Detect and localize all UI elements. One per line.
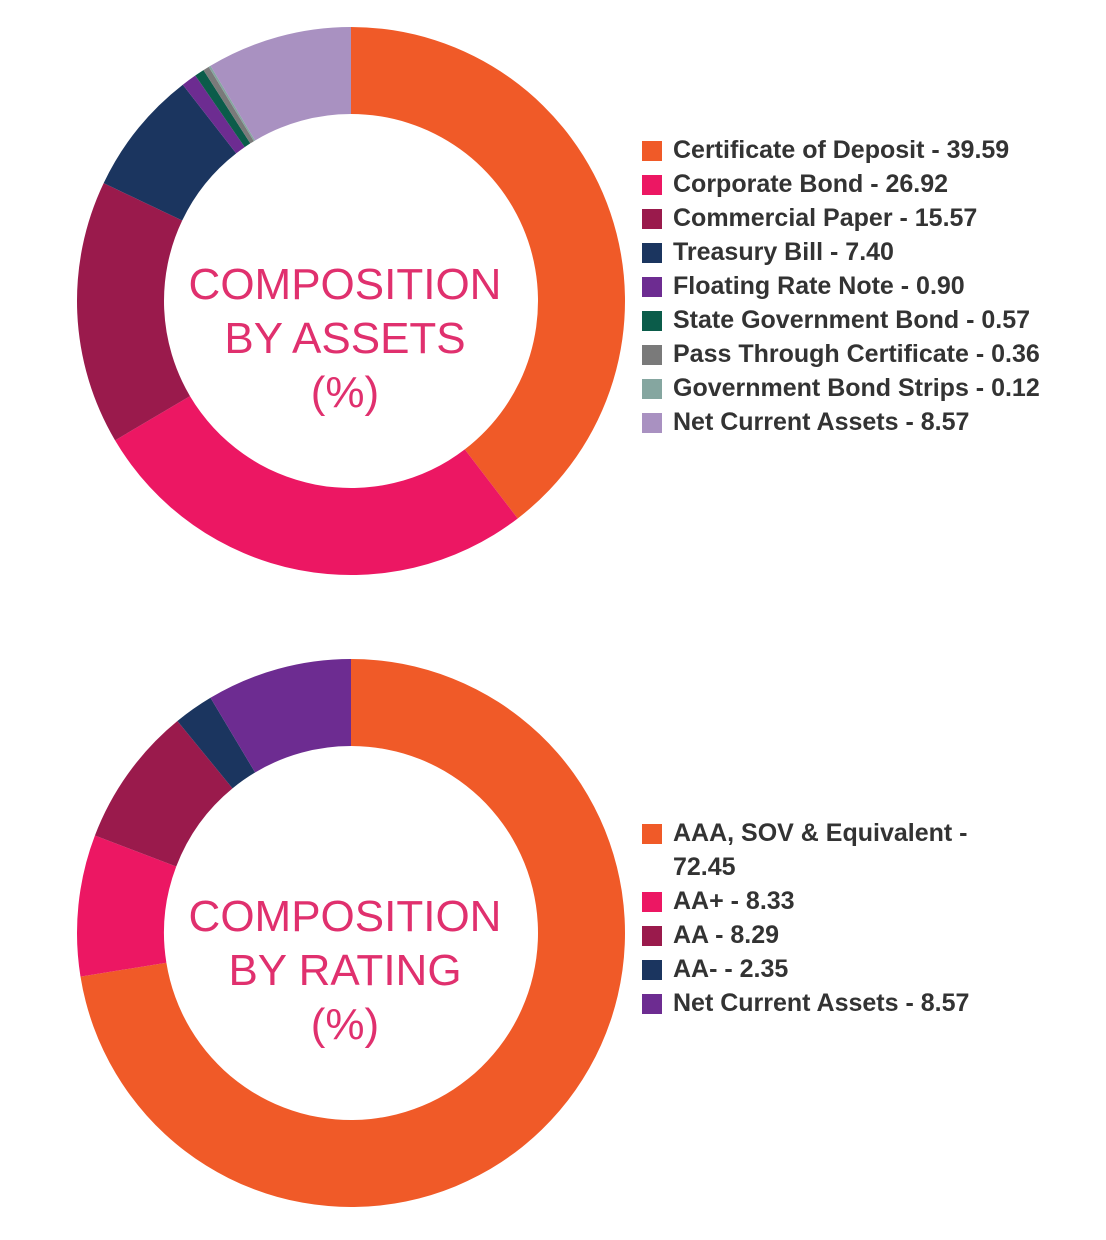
legend-swatch bbox=[642, 311, 662, 331]
legend-swatch bbox=[642, 209, 662, 229]
chart-title-line-1: COMPOSITION bbox=[188, 260, 502, 309]
slice-aa bbox=[94, 721, 233, 867]
legend-item-floating-rate-note: Floating Rate Note - 0.90 bbox=[642, 269, 1082, 303]
legend-swatch bbox=[642, 277, 662, 297]
donut-chart-rating bbox=[77, 659, 626, 1207]
chart-title: COMPOSITION BY RATING (%) bbox=[160, 890, 530, 1052]
legend-item-government-bond-strips: Government Bond Strips - 0.12 bbox=[642, 371, 1082, 405]
legend-item-aa: AA- - 2.35 bbox=[642, 952, 1082, 986]
legend-label: Certificate of Deposit - 39.59 bbox=[673, 136, 1010, 164]
legend-swatch bbox=[642, 175, 662, 195]
slice-floating-rate-note bbox=[182, 75, 245, 154]
legend-item-aa: AA+ - 8.33 bbox=[642, 884, 1082, 918]
legend-item-aa: AA - 8.29 bbox=[642, 918, 1082, 952]
slice-certificate-of-deposit bbox=[351, 27, 625, 519]
slice-pass-through-certificate bbox=[203, 66, 254, 144]
chart-title: COMPOSITION BY ASSETS (%) bbox=[160, 258, 530, 420]
legend-label: Net Current Assets - 8.57 bbox=[673, 408, 970, 436]
legend-item-pass-through-certificate: Pass Through Certificate - 0.36 bbox=[642, 337, 1082, 371]
slice-aaa-sov-equivalent bbox=[80, 659, 626, 1207]
slice-corporate-bond bbox=[115, 396, 518, 575]
chart-title-line-3: (%) bbox=[310, 1000, 380, 1049]
slice-aa bbox=[77, 835, 177, 977]
legend-label: AA+ - 8.33 bbox=[673, 887, 795, 915]
chart-composition-by-assets: COMPOSITION BY ASSETS (%) Certificate of… bbox=[0, 0, 1106, 600]
legend-item-state-government-bond: State Government Bond - 0.57 bbox=[642, 303, 1082, 337]
legend-item-net-current-assets: Net Current Assets - 8.57 bbox=[642, 986, 1082, 1020]
chart-title-line-1: COMPOSITION bbox=[188, 892, 502, 941]
legend-label: Commercial Paper - 15.57 bbox=[673, 204, 978, 232]
legend-label: Corporate Bond - 26.92 bbox=[673, 170, 949, 198]
legend-swatch bbox=[642, 960, 662, 980]
legend-label: AA- - 2.35 bbox=[673, 955, 789, 983]
legend-swatch bbox=[642, 892, 662, 912]
legend-label: Government Bond Strips - 0.12 bbox=[673, 374, 1040, 402]
legend-label: Net Current Assets - 8.57 bbox=[673, 989, 970, 1017]
legend-label: Pass Through Certificate - 0.36 bbox=[673, 340, 1040, 368]
legend-label: Treasury Bill - 7.40 bbox=[673, 238, 894, 266]
slice-net-current-assets bbox=[210, 659, 351, 773]
slice-net-current-assets bbox=[210, 27, 351, 141]
legend-assets: Certificate of Deposit - 39.59 Corporate … bbox=[642, 133, 1082, 439]
legend-swatch bbox=[642, 824, 662, 844]
legend-item-commercial-paper: Commercial Paper - 15.57 bbox=[642, 201, 1082, 235]
legend-swatch bbox=[642, 379, 662, 399]
donut-chart-assets bbox=[77, 27, 625, 575]
chart-title-line-3: (%) bbox=[310, 368, 380, 417]
legend-label: State Government Bond - 0.57 bbox=[673, 306, 1031, 334]
legend-swatch bbox=[642, 413, 662, 433]
legend-swatch bbox=[642, 345, 662, 365]
legend-item-corporate-bond: Corporate Bond - 26.92 bbox=[642, 167, 1082, 201]
slice-commercial-paper bbox=[77, 183, 190, 441]
legend-item-treasury-bill: Treasury Bill - 7.40 bbox=[642, 235, 1082, 269]
chart-title-line-2: BY ASSETS bbox=[224, 314, 466, 363]
legend-label: Floating Rate Note - 0.90 bbox=[673, 272, 965, 300]
chart-composition-by-rating: COMPOSITION BY RATING (%) AAA, SOV & Equ… bbox=[0, 632, 1106, 1232]
slice-state-government-bond bbox=[195, 70, 251, 148]
legend-item-aaa-sov-equivalent: AAA, SOV & Equivalent - 72.45 bbox=[642, 816, 1082, 884]
legend-swatch bbox=[642, 141, 662, 161]
legend-item-net-current-assets: Net Current Assets - 8.57 bbox=[642, 405, 1082, 439]
legend-swatch bbox=[642, 926, 662, 946]
legend-label: AAA, SOV & Equivalent - 72.45 bbox=[673, 819, 968, 881]
legend-item-certificate-of-deposit: Certificate of Deposit - 39.59 bbox=[642, 133, 1082, 167]
legend-label: AA - 8.29 bbox=[673, 921, 780, 949]
legend-swatch bbox=[642, 243, 662, 263]
slice-treasury-bill bbox=[103, 84, 237, 221]
legend-swatch bbox=[642, 994, 662, 1014]
slice-government-bond-strips bbox=[208, 65, 256, 142]
slice-aa bbox=[177, 697, 256, 789]
chart-title-line-2: BY RATING bbox=[228, 946, 462, 995]
legend-rating: AAA, SOV & Equivalent - 72.45 AA+ - 8.33 A… bbox=[642, 816, 1082, 1020]
